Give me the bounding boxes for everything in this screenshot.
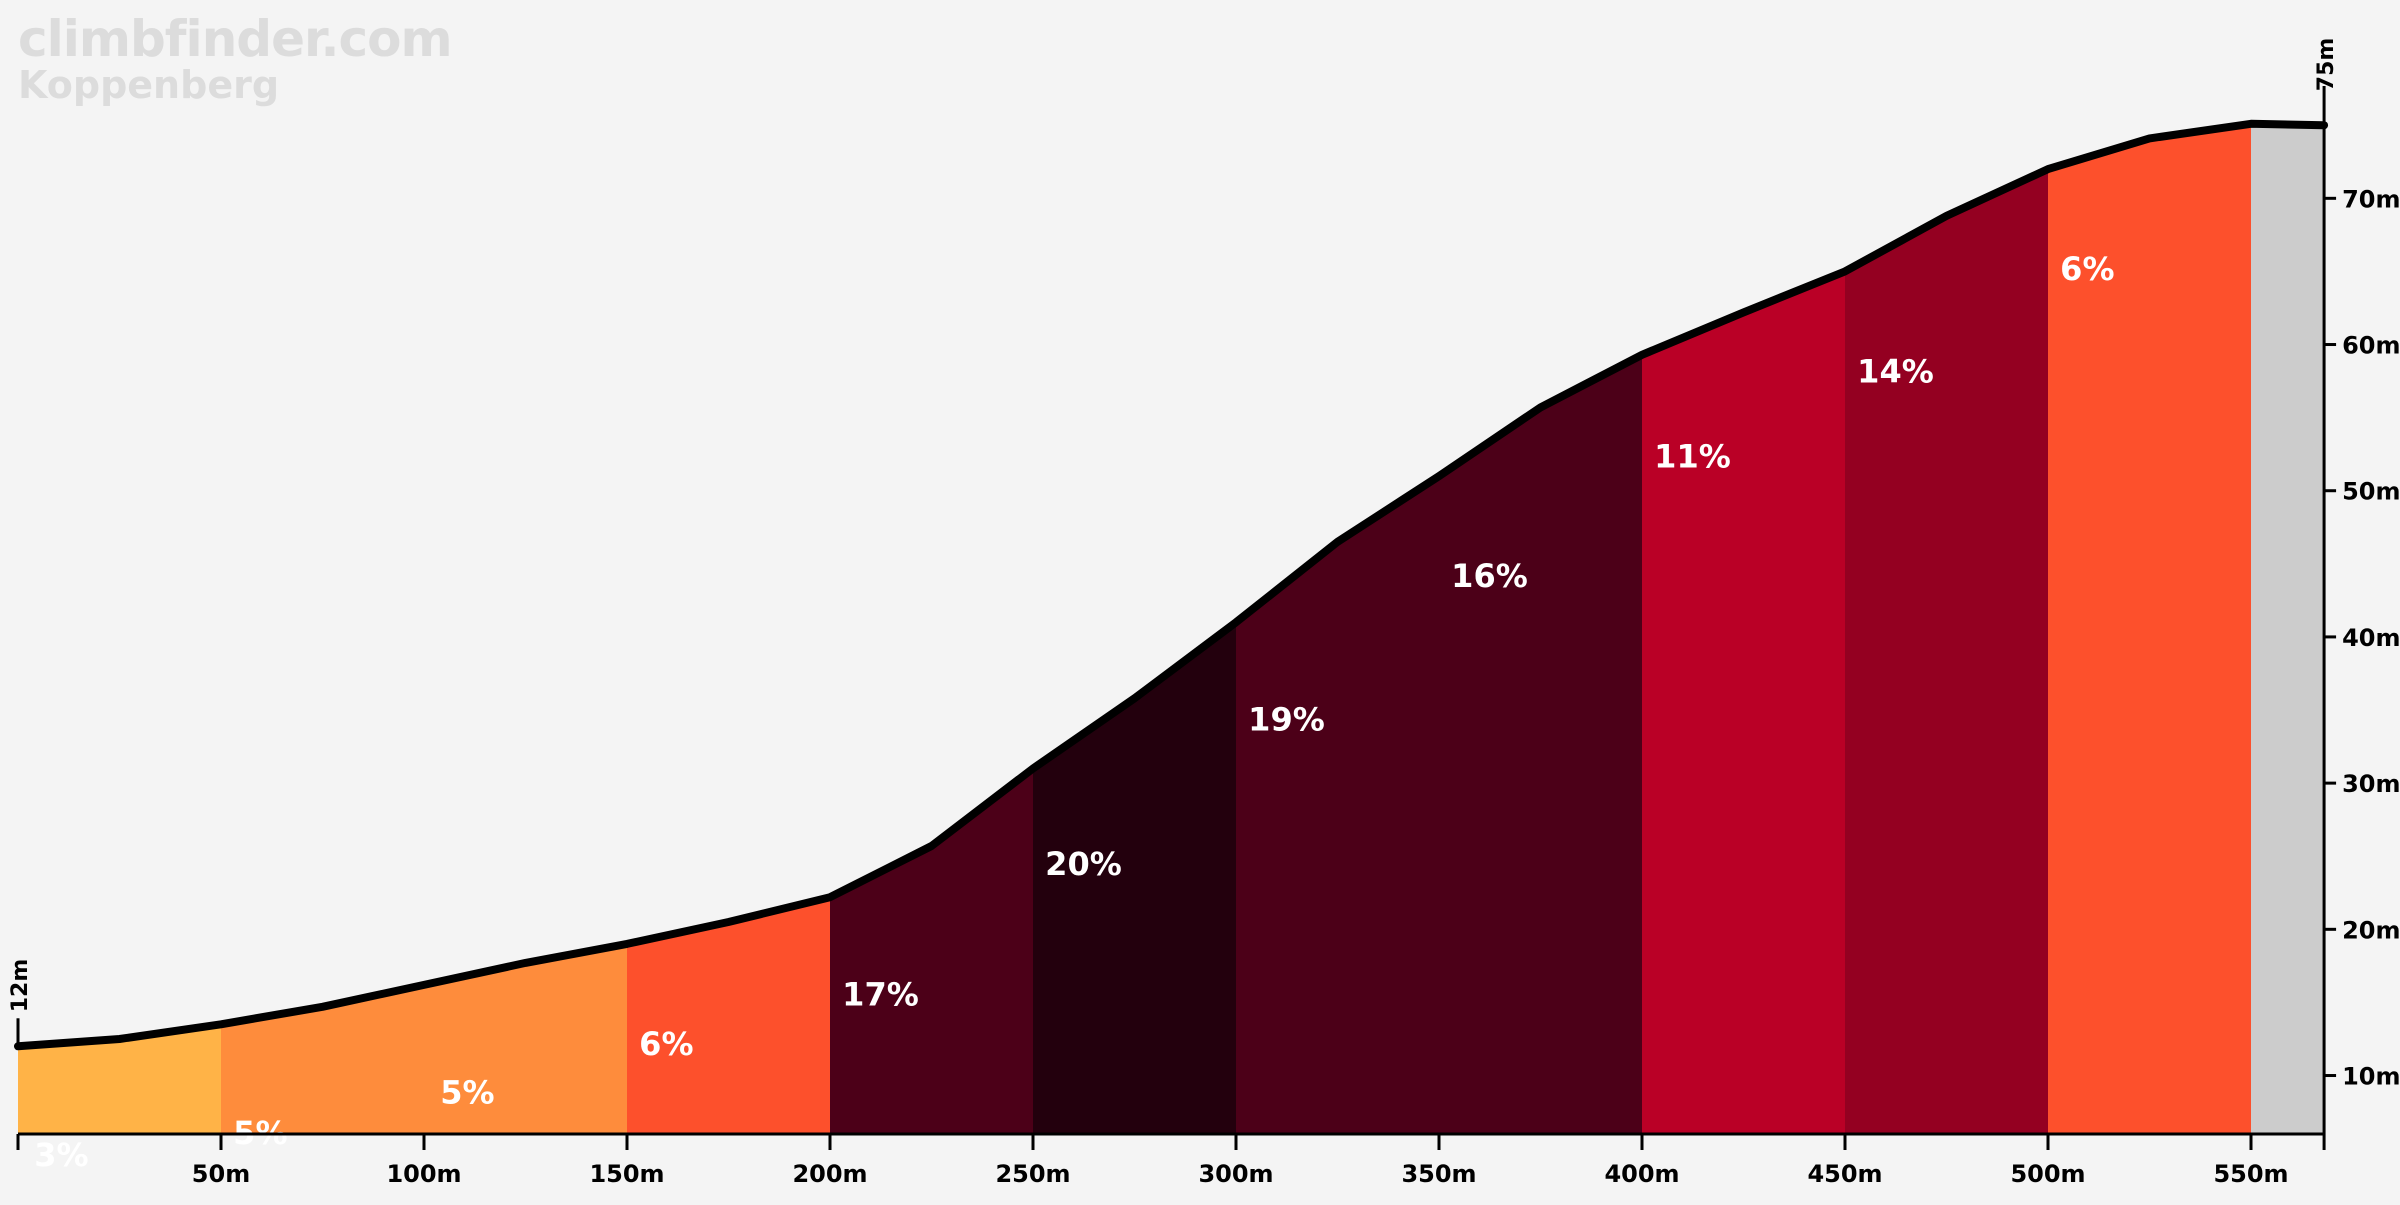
x-tick-label: 550m: [2213, 1160, 2288, 1188]
y-tick-label: 40m: [2342, 624, 2400, 652]
grade-label-5: 20%: [1045, 845, 1122, 883]
grade-label-0: 3%: [34, 1136, 88, 1174]
grade-segment-3: [627, 897, 830, 1134]
grade-segment-6: [1236, 354, 1642, 1134]
grade-label-4: 17%: [842, 975, 919, 1013]
x-tick-label: 350m: [1401, 1160, 1476, 1188]
x-tick-label: 50m: [192, 1160, 250, 1188]
y-tick-label: 50m: [2342, 478, 2400, 506]
grade-segment-0: [18, 1024, 221, 1134]
grade-label-6: 19%: [1248, 700, 1325, 738]
y-tick-label: 10m: [2342, 1063, 2400, 1091]
x-tick-label: 300m: [1198, 1160, 1273, 1188]
grade-label-10: 6%: [2060, 250, 2114, 288]
x-tick-label: 400m: [1604, 1160, 1679, 1188]
profile-line: [14, 119, 2329, 1051]
y-tick-label: 70m: [2342, 185, 2400, 213]
watermark-climb-name: Koppenberg: [18, 63, 280, 107]
grade-segment-5: [1033, 622, 1236, 1134]
x-tick-label: 250m: [995, 1160, 1070, 1188]
profile-line-layer: [14, 119, 2329, 1051]
x-tick-label: 450m: [1807, 1160, 1882, 1188]
x-tick-label: 500m: [2010, 1160, 2085, 1188]
x-tick-label: 150m: [589, 1160, 664, 1188]
grade-segment-9: [1845, 169, 2048, 1135]
grade-segment-4: [830, 768, 1033, 1134]
grade-label-2: 5%: [440, 1073, 494, 1111]
y-tick-label: 60m: [2342, 332, 2400, 360]
end-elevation-label: 75m: [2314, 38, 2339, 92]
x-tick-label: 100m: [386, 1160, 461, 1188]
grade-label-8: 11%: [1654, 437, 1731, 475]
grade-label-9: 14%: [1857, 353, 1934, 391]
x-tick-label: 200m: [792, 1160, 867, 1188]
grade-segment-11: [2251, 123, 2325, 1135]
grade-label-3: 6%: [639, 1025, 693, 1063]
grade-segment-8: [1642, 271, 1845, 1134]
grade-label-7: 16%: [1451, 557, 1528, 595]
grade-segment-1: [221, 943, 627, 1134]
x-axis: 50m 100m 150m 200m 250m 300m 350m 400m 450m 500m 5…: [16, 1132, 2325, 1188]
watermark-site: climbfinder.com: [18, 10, 453, 68]
y-tick-label: 30m: [2342, 770, 2400, 798]
start-elevation-label: 12m: [8, 959, 33, 1013]
watermark: climbfinder.com Koppenberg: [18, 10, 453, 107]
y-axis: 10m 20m 30m 40m 50m 60m 70m 12m 75m: [8, 38, 2400, 1150]
grade-segments: [18, 123, 2325, 1135]
y-tick-label: 20m: [2342, 916, 2400, 944]
grade-segment-10: [2048, 123, 2251, 1135]
